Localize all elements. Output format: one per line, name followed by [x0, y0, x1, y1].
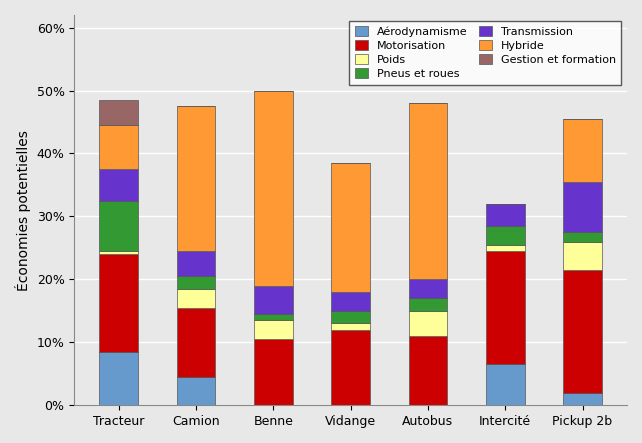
Bar — [254, 320, 293, 339]
Bar — [563, 182, 602, 232]
Bar — [177, 276, 215, 289]
Bar — [100, 125, 138, 169]
Bar — [331, 292, 370, 311]
Bar — [254, 90, 293, 286]
Bar — [486, 204, 525, 226]
Bar — [331, 163, 370, 292]
Bar — [408, 298, 447, 311]
Bar — [100, 254, 138, 352]
Bar — [331, 330, 370, 405]
Bar — [254, 314, 293, 320]
Bar — [100, 352, 138, 405]
Bar — [100, 251, 138, 254]
Bar — [486, 364, 525, 405]
Bar — [254, 339, 293, 405]
Bar — [177, 377, 215, 405]
Bar — [408, 103, 447, 280]
Y-axis label: Économies potentielles: Économies potentielles — [15, 130, 31, 291]
Bar — [177, 289, 215, 308]
Bar — [486, 226, 525, 245]
Bar — [254, 286, 293, 314]
Bar — [563, 241, 602, 270]
Bar — [408, 280, 447, 298]
Bar — [408, 336, 447, 405]
Bar — [100, 169, 138, 201]
Bar — [486, 251, 525, 364]
Bar — [563, 392, 602, 405]
Bar — [486, 245, 525, 251]
Legend: Aérodynamisme, Motorisation, Poids, Pneus et roues, Transmission, Hybride, Gesti: Aérodynamisme, Motorisation, Poids, Pneu… — [349, 20, 621, 85]
Bar — [408, 311, 447, 336]
Bar — [177, 106, 215, 251]
Bar — [177, 308, 215, 377]
Bar — [331, 311, 370, 323]
Bar — [100, 201, 138, 251]
Bar — [563, 270, 602, 392]
Bar — [331, 323, 370, 330]
Bar — [177, 251, 215, 276]
Bar — [563, 232, 602, 241]
Bar — [563, 119, 602, 182]
Bar — [100, 100, 138, 125]
